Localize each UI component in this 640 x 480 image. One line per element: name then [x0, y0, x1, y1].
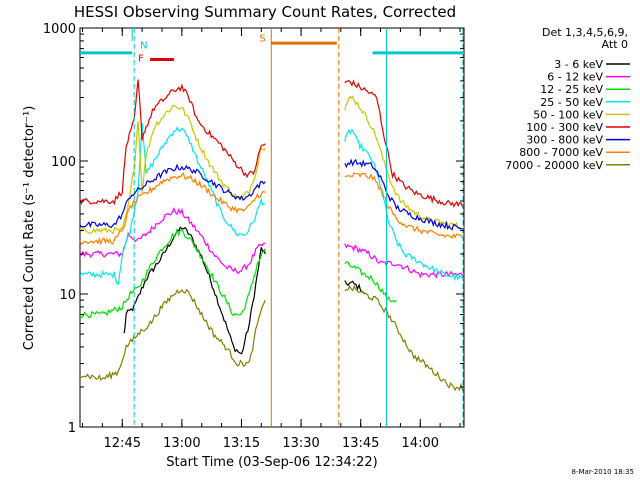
legend-label: 3 - 6 keV: [554, 58, 603, 71]
series-line: [79, 163, 266, 229]
legend-label: 300 - 800 keV: [526, 134, 603, 147]
series-line: [79, 104, 266, 235]
series-line: [344, 261, 397, 303]
x-tick-label: 13:30: [282, 436, 319, 451]
x-tick-label: 13:45: [342, 436, 379, 451]
series-line: [344, 95, 465, 231]
y-tick-label: 1000: [43, 22, 76, 37]
series-line: [344, 158, 465, 231]
flag-label-N: N: [140, 41, 147, 52]
series-line: [344, 280, 366, 295]
flag-label-F: F: [138, 53, 144, 64]
legend-label: 6 - 12 keV: [547, 71, 603, 84]
series-layer: [79, 79, 465, 392]
series-line: [79, 172, 266, 246]
series-line: [344, 79, 465, 209]
series-line: [344, 243, 465, 279]
series-line: [79, 207, 266, 275]
y-tick-label: 10: [59, 288, 76, 303]
series-line: [123, 226, 266, 355]
series-line: [344, 128, 465, 282]
timestamp: 8-Mar-2010 18:35: [572, 468, 634, 476]
legend-header: Att 0: [602, 38, 628, 51]
legend-label: 50 - 100 keV: [533, 108, 603, 121]
legend-label: 100 - 300 keV: [526, 121, 603, 134]
y-tick-label: 100: [51, 155, 76, 170]
x-axis-label: Start Time (03-Sep-06 12:34:22): [166, 455, 377, 470]
legend-label: 7000 - 20000 keV: [505, 159, 603, 172]
x-tick-label: 12:45: [104, 436, 141, 451]
series-line: [79, 228, 266, 319]
y-axis: 1 10 100 1000: [43, 22, 464, 436]
series-line: [344, 172, 465, 239]
x-tick-label: 13:00: [163, 436, 200, 451]
legend-label: 25 - 50 keV: [540, 96, 603, 109]
series-line: [79, 288, 266, 382]
x-tick-label: 13:15: [223, 436, 260, 451]
overlay-layer: NF S: [80, 28, 464, 427]
legend-label: 800 - 7000 keV: [519, 146, 603, 159]
x-tick-label: 14:00: [402, 436, 439, 451]
x-axis: 12:45 13:00 13:15 13:30 13:45 14:00: [82, 28, 461, 451]
series-line: [79, 123, 266, 286]
flag-label-S: S: [259, 34, 265, 45]
chart-title: HESSI Observing Summary Count Rates, Cor…: [74, 3, 456, 21]
series-line: [344, 284, 465, 392]
legend-label: 12 - 25 keV: [540, 83, 603, 96]
y-axis-label: Corrected Count Rate (s⁻¹ detector⁻¹): [22, 106, 37, 351]
legend-header: Det 1,3,4,5,6,9,: [542, 26, 628, 39]
y-tick-label: 1: [68, 421, 76, 436]
series-line: [79, 79, 266, 206]
